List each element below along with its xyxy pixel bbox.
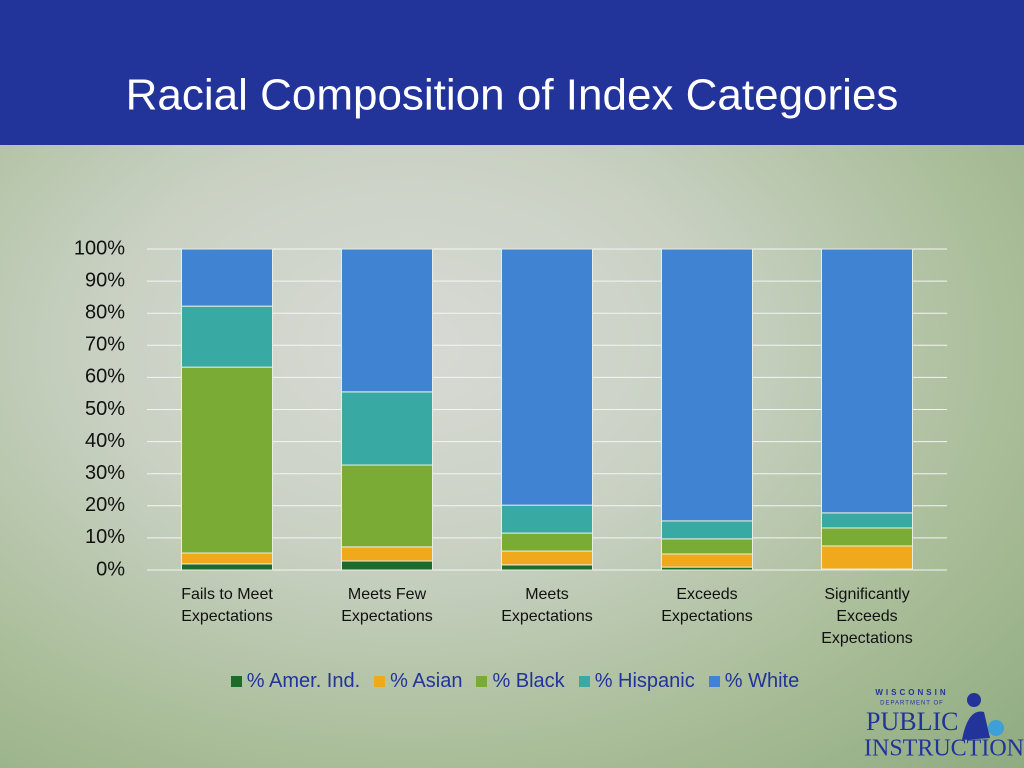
y-tick-label: 40% <box>85 430 125 452</box>
y-tick-label: 20% <box>85 494 125 516</box>
legend-label: % Hispanic <box>594 670 695 692</box>
chart-title: Racial Composition of Index Categories <box>126 71 899 120</box>
legend-label: % Amer. Ind. <box>246 670 361 692</box>
bar-segment <box>501 248 593 506</box>
x-tick-label: Meets Few Expectations <box>341 586 433 625</box>
y-tick-label: 70% <box>85 334 125 356</box>
bar-segment <box>341 391 433 466</box>
y-tick-label: 30% <box>85 462 125 484</box>
bar-segment <box>341 560 433 571</box>
x-tick-label: Exceeds Expectations <box>661 586 753 625</box>
x-tick-label: Significantly Exceeds Expectations <box>821 586 913 647</box>
title-band <box>0 0 1024 145</box>
y-tick-label: 90% <box>85 269 125 291</box>
legend-label: % Asian <box>390 670 463 692</box>
legend-swatch <box>578 676 590 687</box>
logo-text: DEPARTMENT OF <box>880 701 944 707</box>
y-tick-label: 100% <box>74 237 125 259</box>
bar-segment <box>341 464 433 548</box>
legend-swatch <box>476 676 488 687</box>
bar-segment <box>501 504 593 534</box>
bar-segment <box>341 546 433 562</box>
legend-swatch <box>708 676 720 687</box>
legend-swatch <box>230 676 242 687</box>
bar-segment <box>341 248 433 393</box>
logo: WISCONSIN DEPARTMENT OF PUBLIC INSTRUCTI… <box>864 688 1024 761</box>
bar-segment <box>821 512 913 529</box>
bar-segment <box>181 552 273 565</box>
y-tick-label: 50% <box>85 398 125 420</box>
legend-item: % Black <box>476 670 565 693</box>
legend-label: % White <box>724 670 800 692</box>
bar-segment <box>821 545 913 570</box>
logo-text: WISCONSIN <box>875 688 948 697</box>
y-tick-label: 10% <box>85 526 125 548</box>
bar-segment <box>501 550 593 566</box>
y-tick-label: 0% <box>96 558 125 580</box>
legend: % Amer. Ind. % Asian % Black % Hispanic % Wh… <box>0 670 1024 693</box>
logo-text: INSTRUCTION <box>864 736 1024 762</box>
x-tick-label: Meets Expectations <box>501 586 593 625</box>
y-tick-label: 80% <box>85 301 125 323</box>
bar-segment <box>181 248 273 307</box>
bar-segment <box>661 553 753 568</box>
legend-item: % Asian <box>374 670 462 693</box>
bar-segment <box>661 520 753 540</box>
bar-segment <box>661 538 753 555</box>
legend-item: % Amer. Ind. <box>230 670 361 693</box>
legend-label: % Black <box>492 670 565 692</box>
bar-segment <box>821 527 913 547</box>
bar-segment <box>181 563 273 571</box>
x-tick-label: Fails to Meet Expectations <box>181 586 273 625</box>
bar-segment <box>181 305 273 368</box>
logo-icon <box>988 720 1004 736</box>
bar-segment <box>181 366 273 554</box>
legend-swatch <box>374 676 386 687</box>
legend-item: % Hispanic <box>578 670 695 693</box>
logo-icon <box>962 711 990 740</box>
legend-item: % White <box>708 670 800 693</box>
y-tick-label: 60% <box>85 366 125 388</box>
logo-text: PUBLIC <box>866 707 958 736</box>
bar-segment <box>501 564 593 571</box>
bar-segment <box>501 532 593 552</box>
bar-segment <box>661 248 753 522</box>
bar-segment <box>821 248 913 514</box>
logo-icon <box>967 693 981 707</box>
